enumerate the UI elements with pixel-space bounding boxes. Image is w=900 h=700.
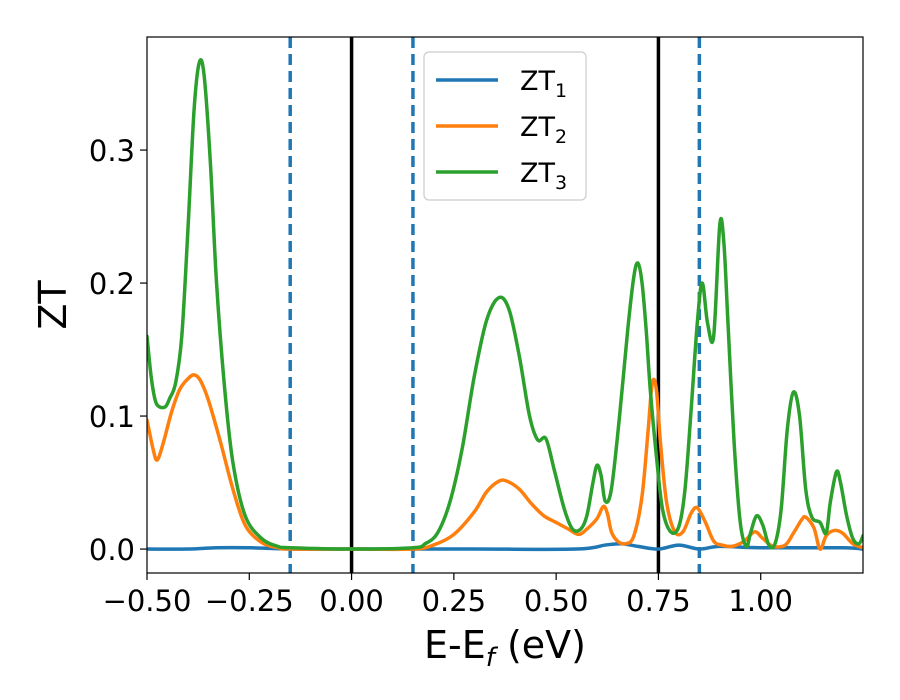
y-tick-label: 0.2 [89, 267, 135, 301]
x-tick-label: 0.00 [319, 584, 384, 618]
x-tick-label: −0.50 [103, 584, 192, 618]
y-axis-label: ZT [31, 280, 75, 330]
x-axis-label: E-Ef (eV) [424, 623, 586, 673]
y-tick-label: 0.3 [89, 134, 135, 168]
series-lines [147, 58, 863, 552]
x-tick-label: 1.00 [728, 584, 793, 618]
legend-label-zt1: ZT1 [520, 66, 567, 102]
legend-label-zt2: ZT2 [520, 112, 567, 148]
x-tick-label: 0.25 [422, 584, 487, 618]
series-line-zt2 [147, 373, 863, 552]
y-tick-label: 0.1 [89, 400, 135, 434]
x-axis: −0.50 −0.25 0.00 0.25 0.50 0.75 1.00 [103, 573, 793, 618]
series-line-zt1 [147, 541, 863, 552]
x-axis-label-main: E-E [424, 623, 486, 667]
x-tick-label: −0.25 [205, 584, 294, 618]
x-tick-label: 0.75 [626, 584, 691, 618]
legend: ZT1 ZT2 ZT3 [423, 51, 587, 201]
y-tick-label: 0.0 [89, 533, 135, 567]
legend-box [423, 51, 587, 201]
x-axis-label-unit: (eV) [495, 623, 586, 667]
plot-frame [146, 36, 864, 574]
legend-label-zt3: ZT3 [520, 158, 567, 194]
x-tick-label: 0.50 [524, 584, 589, 618]
y-axis: 0.0 0.1 0.2 0.3 [89, 134, 147, 567]
series-line-zt3 [147, 58, 863, 551]
